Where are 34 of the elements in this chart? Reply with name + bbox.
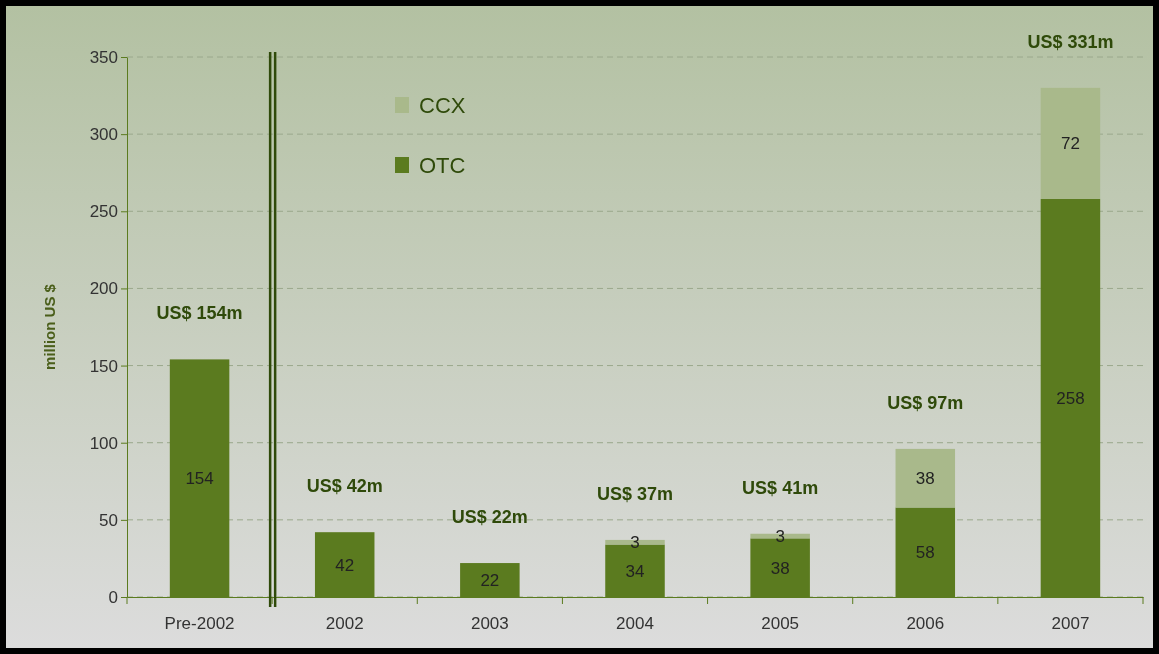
y-tick-label: 50	[99, 510, 118, 530]
x-tick-label: 2005	[761, 614, 800, 634]
y-tick-label: 300	[89, 125, 118, 145]
total-label: US$ 37m	[596, 483, 674, 504]
total-label: US$ 97m	[887, 392, 964, 413]
x-tick-label: 2002	[325, 614, 364, 634]
data-label: 154	[185, 469, 214, 489]
y-tick-label: 0	[108, 587, 118, 607]
data-label: 34	[625, 561, 645, 581]
legend-label: CCX	[419, 93, 466, 118]
total-label: US$ 22m	[451, 507, 528, 528]
y-tick-label: 350	[89, 47, 118, 67]
total-label: US$ 331m	[1027, 31, 1114, 52]
legend-label: OTC	[419, 153, 466, 178]
y-tick-label: 100	[89, 433, 118, 453]
data-label: 42	[335, 555, 355, 575]
data-label: 258	[1056, 388, 1085, 408]
data-label: 58	[915, 543, 935, 563]
y-tick-label: 200	[89, 279, 118, 299]
data-label: 38	[770, 558, 790, 578]
data-label: 38	[915, 469, 935, 489]
x-tick-label: 2004	[616, 614, 654, 634]
total-label: US$ 42m	[306, 476, 383, 497]
x-tick-label: 2006	[906, 614, 945, 634]
total-label: US$ 41m	[742, 477, 819, 498]
x-tick-label: Pre-2002	[164, 614, 235, 634]
y-axis-title: million US $	[41, 283, 58, 370]
y-tick-label: 150	[89, 356, 118, 376]
x-tick-label: 2003	[470, 614, 509, 634]
data-label: 22	[480, 571, 500, 591]
y-tick-label: 250	[89, 202, 118, 222]
x-tick-label: 2007	[1051, 614, 1090, 634]
total-label: US$ 154m	[156, 303, 243, 324]
data-label: 72	[1060, 134, 1080, 154]
